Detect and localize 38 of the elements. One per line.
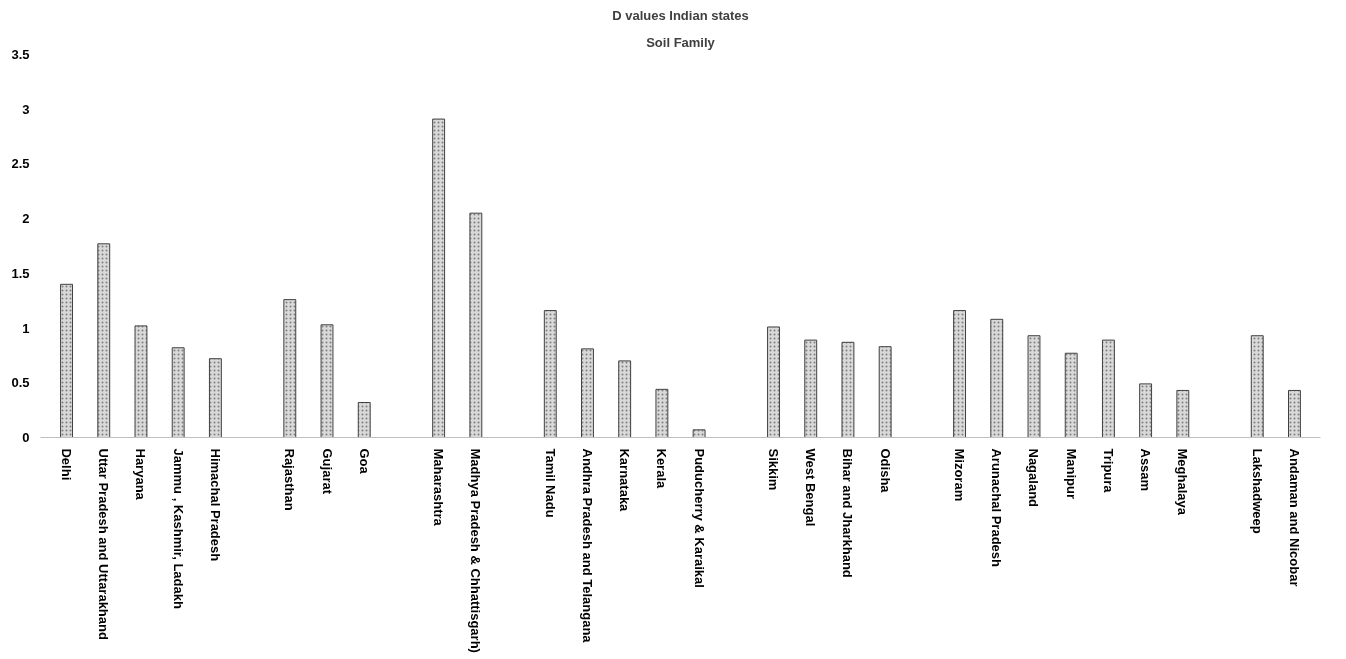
x-tick-label: Mizoram [952,448,968,502]
x-tick-label: Delhi [59,448,75,481]
y-tick-label: 0 [22,430,30,445]
x-tick-label: Sikkim [766,448,782,491]
chart-title: D values Indian states [612,7,749,23]
y-tick-label: 3 [22,101,30,117]
x-tick-label: Lakshadweep [1249,448,1265,534]
x-tick-label: Assam [1138,448,1154,492]
y-tick-label: 2.5 [11,156,30,172]
y-tick-label: 2 [22,211,30,227]
x-tick-label: Tripura [1100,448,1116,494]
y-tick-label: 0.5 [11,375,30,391]
x-tick-label: Rajasthan [282,448,298,511]
x-tick-label: Meghalaya [1175,448,1191,516]
x-tick-label: Uttar Pradesh and Uttarakhand [96,448,112,640]
x-tick-label: Andhra Pradesh and Telangana [579,448,595,644]
y-tick-label: 3.5 [11,47,30,62]
x-tick-label: Maharashtra [431,448,447,527]
y-tick-label: 1 [22,320,30,336]
x-tick-label: Puducherry & Karaikal [691,448,707,588]
x-tick-label: West Bengal [803,448,819,527]
x-tick-label: Arunachal Pradesh [989,448,1005,568]
x-tick-label: Jammu , Kashmir, Ladakh [170,448,186,609]
x-tick-label: Nagaland [1026,448,1042,508]
x-tick-label: Goa [356,448,372,475]
x-tick-label: Karnataka [617,448,633,513]
y-tick-label: 1.5 [11,265,30,281]
x-tick-label: Bihar and Jharkhand [840,448,856,578]
x-tick-label: Manipur [1063,448,1079,500]
chart-subtitle: Soil Family [646,34,716,50]
x-tick-label: Odisha [877,448,893,494]
x-tick-label: Madhya Pradesh & Chhattisgarh) [468,448,484,653]
x-tick-label: Haryana [133,448,149,501]
x-tick-label: Andaman and Nicobar [1286,448,1302,587]
x-tick-label: Kerala [654,448,670,490]
x-tick-label: Tamil Nadu [542,448,558,518]
x-tick-label: Himachal Pradesh [207,448,223,562]
x-tick-label: Gujarat [319,448,335,495]
